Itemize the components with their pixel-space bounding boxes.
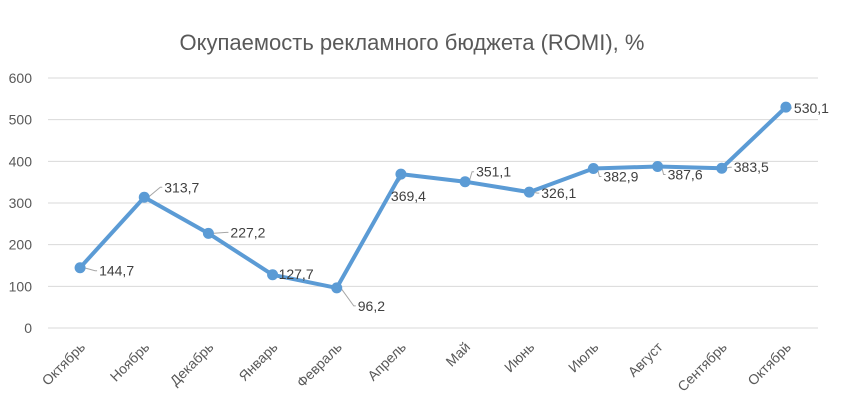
data-point: [138, 191, 150, 203]
gridlines: [48, 77, 818, 329]
data-point: [652, 161, 664, 172]
x-axis-ticks: Октябрь Ноябрь Декабрь Январь Февраль Апрель М…: [39, 338, 795, 394]
data-point: [523, 186, 535, 198]
data-label: 383,5: [734, 159, 769, 175]
y-tick-label: 300: [9, 195, 33, 211]
x-tick-label: Август: [625, 338, 667, 380]
y-tick-label: 200: [9, 237, 33, 253]
x-tick-label: Июль: [565, 339, 602, 376]
data-label: 144,7: [99, 263, 134, 279]
x-tick-label: Октябрь: [744, 339, 794, 389]
y-tick-label: 0: [24, 320, 32, 336]
data-label: 387,6: [668, 167, 703, 183]
x-tick-label: Май: [442, 339, 473, 370]
x-tick-label: Апрель: [364, 339, 409, 384]
x-tick-label: Октябрь: [39, 339, 89, 389]
label-leader-lines: [83, 107, 792, 307]
label-leader-line: [468, 171, 475, 182]
x-tick-label: Февраль: [293, 339, 345, 391]
data-point: [716, 162, 728, 174]
data-points: [74, 101, 792, 294]
y-tick-label: 400: [9, 153, 33, 169]
data-label: 127,7: [279, 266, 314, 282]
data-label: 530,1: [794, 100, 829, 116]
data-point: [331, 282, 343, 294]
y-tick-label: 500: [9, 112, 33, 128]
data-point: [202, 227, 214, 239]
y-tick-label: 600: [9, 70, 33, 86]
chart-title: Окупаемость рекламного бюджета (ROMI), %: [180, 30, 645, 55]
y-axis-ticks: 0 100 200 300 400 500 600: [9, 70, 33, 336]
x-tick-label: Декабрь: [167, 339, 217, 389]
data-label: 369,4: [391, 188, 426, 204]
series-line-layer: [78, 105, 788, 290]
x-tick-label: Июнь: [501, 339, 537, 375]
x-tick-label: Сентябрь: [674, 339, 730, 395]
data-label: 351,1: [476, 164, 511, 180]
data-point: [587, 162, 599, 174]
data-point: [395, 168, 407, 180]
data-point: [267, 269, 279, 281]
x-tick-label: Январь: [235, 339, 280, 384]
data-label: 326,1: [541, 185, 576, 201]
y-tick-label: 100: [9, 278, 33, 294]
label-leader-line: [212, 231, 229, 234]
data-point: [459, 176, 471, 188]
data-label: 382,9: [603, 168, 638, 184]
label-leader-line: [83, 267, 98, 272]
data-labels: 144,7 313,7 227,2 127,7 96,2 369,4 351,1 326,1 3…: [99, 100, 829, 314]
data-point: [780, 101, 792, 113]
series-line: [78, 105, 788, 290]
data-label: 313,7: [164, 179, 199, 195]
x-tick-label: Ноябрь: [107, 339, 153, 385]
label-leader-line: [340, 287, 356, 307]
data-label: 96,2: [358, 298, 385, 314]
data-point: [74, 262, 86, 274]
label-leader-line: [147, 186, 163, 198]
data-label: 227,2: [230, 224, 265, 240]
